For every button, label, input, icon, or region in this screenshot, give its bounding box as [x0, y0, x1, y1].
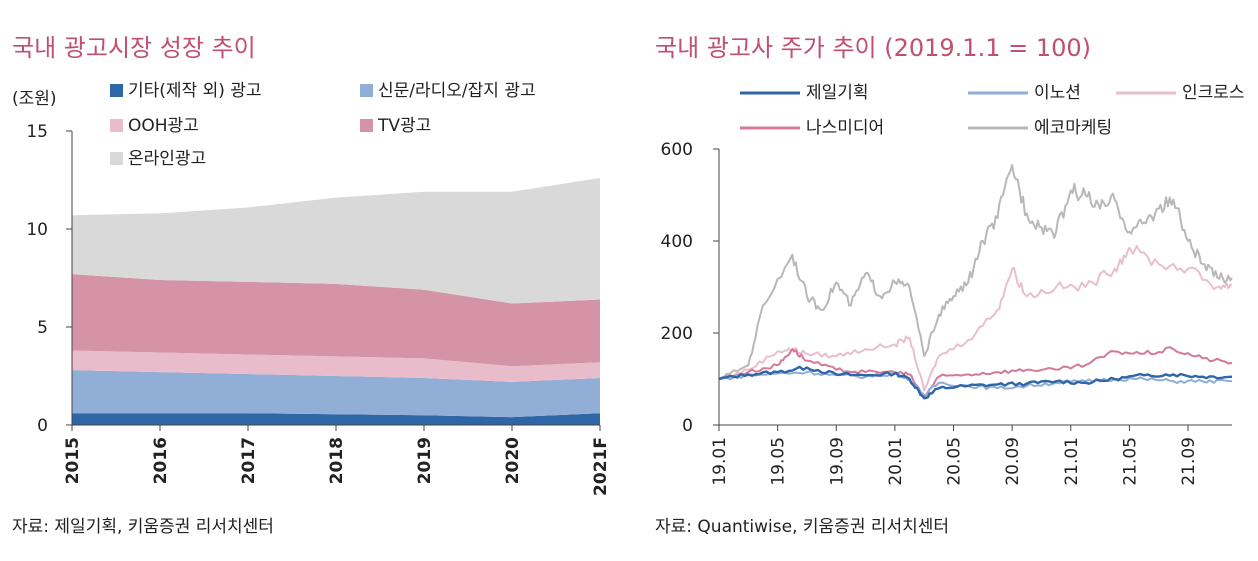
legend-swatch [360, 84, 373, 97]
x-tick-label: 2018 [327, 437, 347, 484]
x-tick-label: 2015 [63, 437, 83, 484]
left-chart-title: 국내 광고시장 성장 추이 [12, 34, 256, 62]
legend-label: 온라인광고 [128, 149, 206, 169]
x-tick-label: 20.05 [945, 437, 965, 486]
line-series-1 [718, 365, 1233, 400]
legend-label: 인크로스 [1182, 83, 1245, 103]
x-tick-label: 21.09 [1179, 437, 1199, 486]
legend-label: 이노션 [1034, 83, 1081, 103]
x-tick-label: 19.05 [769, 437, 789, 486]
y-tick-label: 15 [26, 122, 48, 142]
x-tick-label: 21.05 [1120, 437, 1140, 486]
area-series-1 [72, 413, 600, 425]
legend-label: 제일기획 [806, 83, 869, 103]
legend-swatch [110, 119, 123, 132]
legend-label: 신문/라디오/잡지 광고 [378, 81, 536, 101]
line-series-5 [718, 164, 1233, 380]
legend-label: 에코마케팅 [1034, 118, 1112, 138]
right-source: 자료: Quantiwise, 키움증권 리서치센터 [655, 517, 950, 537]
legend-label: 기타(제작 외) 광고 [128, 81, 262, 101]
y-tick-label: 5 [37, 318, 48, 338]
y-tick-label: 400 [661, 232, 693, 252]
x-tick-label: 2017 [239, 437, 259, 484]
y-tick-label: 0 [682, 416, 693, 436]
left-area-chart: (조원) 0 5 10 15 2015 2016 2017 2018 2019 2020 2021F 기… [12, 81, 611, 496]
line-series-2 [718, 370, 1233, 397]
x-tick-label: 19.01 [710, 437, 730, 486]
line-series-4 [718, 346, 1233, 399]
legend-swatch [110, 84, 123, 97]
y-unit-label: (조원) [12, 89, 57, 109]
y-tick-label: 600 [661, 140, 693, 160]
y-tick-label: 0 [37, 416, 48, 436]
legend-label: OOH광고 [128, 116, 199, 136]
y-tick-label: 10 [26, 220, 48, 240]
line-series-3 [718, 245, 1233, 392]
area-series-3 [72, 350, 600, 382]
x-tick-label: 2019 [415, 437, 435, 484]
right-chart-title: 국내 광고사 주가 추이 (2019.1.1 = 100) [655, 34, 1092, 62]
legend-label: TV광고 [377, 116, 431, 136]
x-tick-label: 2020 [503, 437, 523, 484]
x-tick-label: 19.09 [827, 437, 847, 486]
legend-label: 나스미디어 [806, 118, 884, 138]
x-tick-label: 20.09 [1003, 437, 1023, 486]
y-tick-label: 200 [661, 324, 693, 344]
x-tick-label: 2016 [151, 437, 171, 484]
right-line-chart: 0 200 400 600 19.01 19.05 19.09 20.01 20.05 20.09… [661, 83, 1245, 486]
legend-swatch [360, 119, 373, 132]
area-series-5 [72, 178, 600, 304]
x-tick-label: 2021F [591, 437, 611, 496]
legend-swatch [110, 152, 123, 165]
x-tick-label: 20.01 [886, 437, 906, 486]
left-source: 자료: 제일기획, 키움증권 리서치센터 [12, 517, 274, 537]
x-tick-label: 21.01 [1062, 437, 1082, 486]
area-series-4 [72, 274, 600, 367]
area-series-2 [72, 370, 600, 418]
